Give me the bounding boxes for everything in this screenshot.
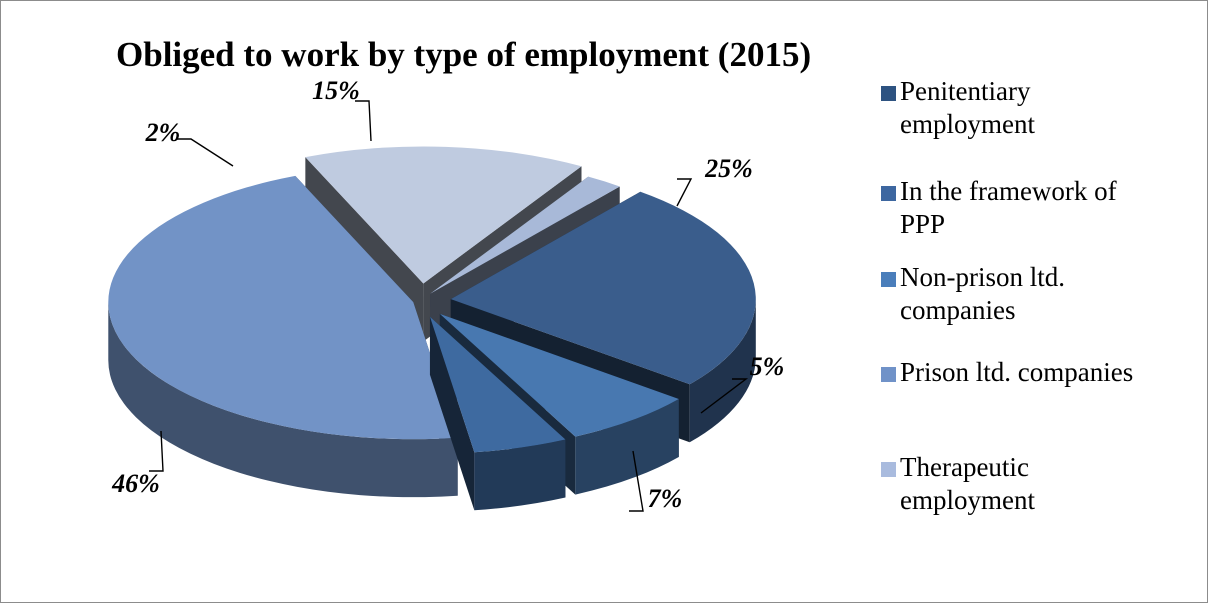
legend-swatch: [881, 367, 896, 382]
value-label-5: 2%: [145, 118, 181, 147]
leader-line-4: [355, 100, 372, 142]
legend-label: In the framework of PPP: [900, 176, 1117, 239]
legend-label: Therapeutic employment: [900, 452, 1035, 515]
legend-label: Non-prison ltd. companies: [900, 262, 1065, 325]
legend-swatch: [881, 462, 896, 477]
legend-item-0: Penitentiary employment: [881, 75, 1200, 141]
leader-line-0: [676, 178, 693, 207]
value-label-2: 5%: [750, 352, 785, 381]
leader-line-5: [177, 138, 234, 167]
chart-title: Obliged to work by type of employment (2…: [116, 35, 812, 74]
value-label-3: 46%: [111, 469, 160, 498]
legend-item-3: Prison ltd. companies: [881, 356, 1200, 389]
legend-swatch: [881, 86, 896, 101]
legend-item-4: Therapeutic employment: [881, 451, 1200, 517]
legend-swatch: [881, 186, 896, 201]
value-label-1: 7%: [648, 484, 683, 513]
legend-label: Prison ltd. companies: [900, 357, 1134, 387]
value-label-0: 25%: [704, 154, 753, 183]
legend-item-1: Non-prison ltd. companies: [881, 261, 1200, 327]
value-label-4: 15%: [312, 76, 360, 105]
leader-line-1: [629, 450, 644, 512]
pie-slice-3: [108, 175, 458, 498]
legend-label: Penitentiary employment: [900, 76, 1035, 139]
pie-slice-2: [429, 316, 566, 511]
legend-item-2: In the framework of PPP: [881, 175, 1200, 241]
leader-line-3: [149, 430, 164, 472]
leader-line-2: [700, 378, 749, 414]
legend-swatch: [881, 272, 896, 287]
